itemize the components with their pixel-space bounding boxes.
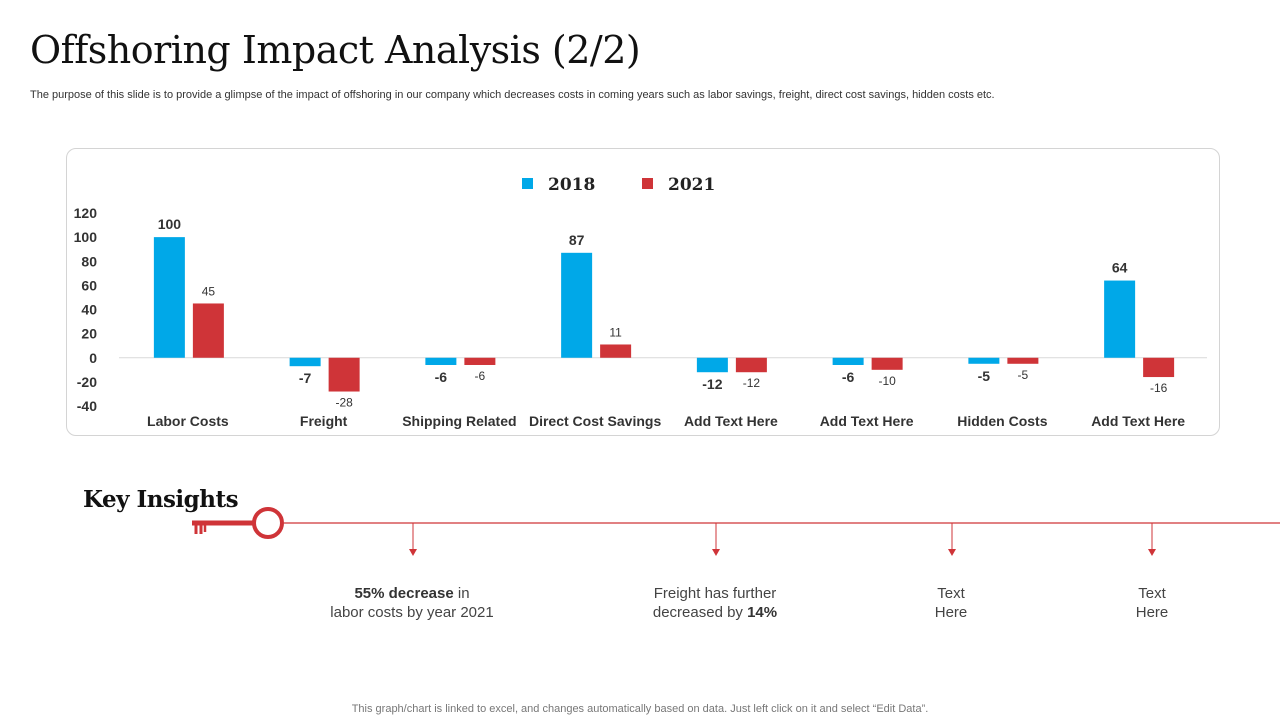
x-tick-label-2: Shipping Related [402, 413, 516, 429]
y-tick-label-8: -40 [77, 398, 97, 414]
bar-2021-0 [192, 303, 224, 358]
x-tick-label-4: Add Text Here [684, 413, 778, 429]
bar-2021-2 [464, 357, 496, 365]
insight-3: Text Here [831, 584, 1071, 622]
bar-2021-4 [735, 357, 767, 373]
data-label-2018-7: 64 [1112, 260, 1128, 276]
timeline-arrow-4 [1148, 523, 1156, 556]
x-tick-label-1: Freight [300, 413, 348, 429]
y-tick-label-7: -20 [77, 374, 97, 390]
timeline-arrow-3 [948, 523, 956, 556]
chart-container: 120 100 80 60 40 20 0 -20 -40 2018 2021 100 45 Labor … [66, 148, 1220, 436]
x-tick-label-3: Direct Cost Savings [529, 413, 661, 429]
data-label-2021-1: -28 [335, 396, 353, 410]
data-label-2021-0: 45 [202, 284, 216, 298]
data-label-2018-0: 100 [158, 216, 182, 232]
bar-2018-3 [561, 252, 593, 358]
bar-2021-1 [328, 357, 360, 392]
insights-timeline [192, 507, 1280, 556]
y-tick-label-3: 60 [81, 277, 97, 293]
timeline-arrow-2 [712, 523, 720, 556]
legend-swatch-2021 [642, 178, 653, 189]
data-label-2021-2: -6 [475, 369, 486, 383]
y-tick-label-4: 40 [81, 302, 97, 318]
key-insights-title: Key Insights [83, 486, 239, 513]
data-label-2021-4: -12 [743, 376, 761, 390]
x-tick-label-0: Labor Costs [147, 413, 229, 429]
insight-3-line1: Text [937, 585, 965, 602]
bar-2021-6 [1007, 357, 1039, 364]
data-label-2021-5: -10 [878, 374, 896, 388]
data-label-2018-6: -5 [978, 368, 991, 384]
x-tick-label-7: Add Text Here [1091, 413, 1185, 429]
insight-1-line2: labor costs by year 2021 [330, 604, 494, 621]
bar-2018-6 [968, 357, 1000, 364]
y-tick-label-5: 20 [81, 326, 97, 342]
data-label-2021-3: 11 [609, 325, 622, 339]
data-label-2018-4: -12 [702, 376, 722, 392]
bar-2021-7 [1143, 357, 1175, 378]
page-subtitle: The purpose of this slide is to provide … [30, 89, 995, 101]
data-label-2018-1: -7 [299, 370, 312, 386]
data-label-2021-6: -5 [1018, 368, 1029, 382]
footer-note: This graph/chart is linked to excel, and… [351, 703, 929, 715]
insight-4: Text Here [1032, 584, 1272, 622]
y-tick-label-1: 100 [74, 229, 98, 245]
legend-swatch-2018 [522, 178, 533, 189]
insight-4-line2: Here [1135, 604, 1169, 621]
y-tick-label-0: 120 [74, 205, 98, 221]
bar-2021-5 [871, 357, 903, 370]
insight-4-line1: Text [1138, 585, 1166, 602]
timeline-arrow-1 [409, 523, 417, 556]
key-icon [192, 507, 284, 539]
x-tick-label-6: Hidden Costs [957, 413, 1047, 429]
data-label-2018-2: -6 [435, 369, 448, 385]
bar-chart: 120 100 80 60 40 20 0 -20 -40 2018 2021 100 45 Labor … [74, 175, 1207, 429]
insight-1-bold: 55% decrease [354, 585, 454, 602]
legend-label-2018: 2018 [548, 175, 595, 195]
insight-2: Freight has further decreased by 14% [595, 584, 835, 622]
bar-2018-2 [425, 357, 457, 365]
insight-1-text: in [453, 585, 470, 602]
insight-2-line2-prefix: decreased by [652, 604, 748, 621]
insight-2-bold: 14% [747, 604, 778, 621]
y-tick-label-2: 80 [81, 253, 97, 269]
data-label-2018-3: 87 [569, 232, 585, 248]
bar-2018-7 [1104, 280, 1136, 358]
bar-2018-5 [832, 357, 864, 365]
x-tick-label-5: Add Text Here [820, 413, 914, 429]
insight-1: 55% decrease in labor costs by year 2021 [292, 584, 532, 622]
y-tick-label-6: 0 [89, 350, 97, 366]
insight-3-line2: Here [934, 604, 968, 621]
data-label-2018-5: -6 [842, 369, 855, 385]
bar-2018-4 [696, 357, 728, 373]
bar-2018-1 [289, 357, 321, 367]
data-label-2021-7: -16 [1150, 381, 1168, 395]
bar-2018-0 [153, 237, 185, 358]
page-title: Offshoring Impact Analysis (2/2) [30, 28, 641, 72]
bar-2021-3 [600, 344, 632, 358]
legend-label-2021: 2021 [668, 175, 715, 195]
insight-2-line1: Freight has further [653, 585, 777, 602]
